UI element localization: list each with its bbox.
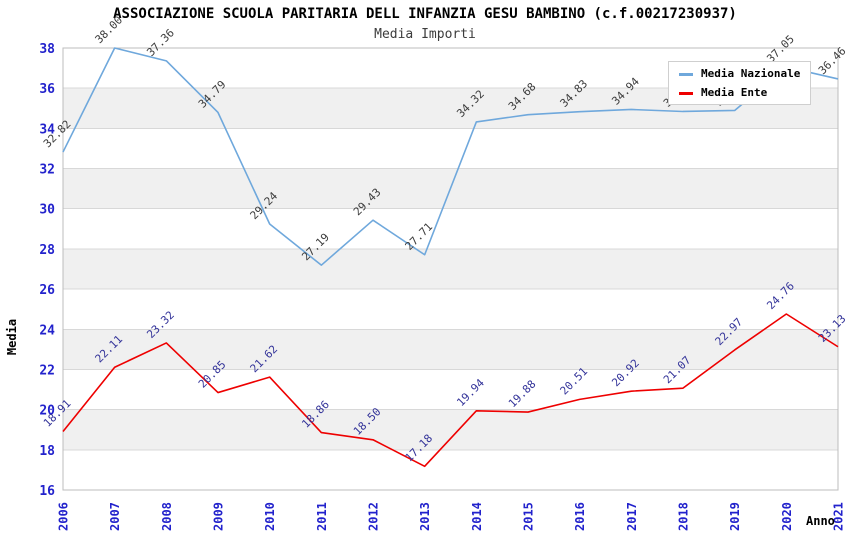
x-tick-label: 2018 bbox=[677, 502, 691, 531]
plot-border bbox=[62, 47, 839, 491]
y-tick-label: 22 bbox=[39, 363, 55, 378]
x-tick-label: 2011 bbox=[315, 502, 329, 531]
chart-subtitle: Media Importi bbox=[374, 27, 476, 42]
grid-band bbox=[63, 329, 838, 370]
data-label: 38.00 bbox=[93, 14, 126, 47]
grid-band bbox=[63, 248, 838, 290]
x-tick-label: 2014 bbox=[470, 502, 484, 531]
y-tick-label: 16 bbox=[39, 484, 55, 499]
y-tick-label: 36 bbox=[39, 82, 55, 97]
media-nazionale-line bbox=[62, 47, 839, 266]
x-tick-label: 2007 bbox=[108, 502, 122, 531]
grid-bands bbox=[63, 88, 838, 450]
x-tick-label: 2017 bbox=[625, 502, 639, 531]
legend-item-media-ente: Media Ente bbox=[679, 86, 800, 100]
x-tick-label: 2009 bbox=[212, 502, 226, 531]
media-ente-swatch-icon bbox=[679, 91, 693, 95]
y-tick-label: 38 bbox=[39, 42, 55, 57]
y-tick-label: 20 bbox=[39, 404, 55, 419]
x-tick-label: 2006 bbox=[57, 502, 71, 531]
y-tick-labels: 16 18 20 22 24 26 28 30 32 34 36 38 bbox=[39, 42, 55, 499]
grid-band bbox=[63, 409, 838, 450]
chart-title: ASSOCIAZIONE SCUOLA PARITARIA DELL INFAN… bbox=[113, 6, 737, 22]
x-tick-label: 2013 bbox=[418, 502, 432, 531]
y-tick-label: 18 bbox=[39, 444, 55, 459]
x-tick-label: 2010 bbox=[263, 502, 277, 531]
y-tick-label: 24 bbox=[39, 323, 55, 338]
x-tick-labels: 2006 2007 2008 2009 2010 2011 2012 2013 2014 2015… bbox=[57, 502, 846, 531]
y-axis-title: Media bbox=[5, 318, 19, 356]
data-label: 19.94 bbox=[454, 376, 487, 409]
x-tick-label: 2019 bbox=[728, 502, 742, 531]
x-tick-label: 2015 bbox=[522, 502, 536, 531]
data-label: 37.36 bbox=[144, 26, 177, 59]
y-tick-label: 34 bbox=[39, 122, 55, 137]
x-tick-label: 2016 bbox=[573, 502, 587, 531]
x-tick-label: 2020 bbox=[780, 502, 794, 531]
media-ente-line bbox=[62, 313, 839, 468]
data-label: 19.88 bbox=[506, 378, 539, 411]
y-tick-label: 28 bbox=[39, 243, 55, 258]
x-axis-title: Anno bbox=[806, 514, 835, 528]
legend-label: Media Ente bbox=[701, 86, 768, 99]
x-tick-label: 2008 bbox=[160, 502, 174, 531]
legend: Media Nazionale Media Ente bbox=[668, 61, 812, 105]
y-tick-label: 30 bbox=[39, 203, 55, 218]
data-label: 36.46 bbox=[816, 44, 849, 77]
x-tick-label: 2021 bbox=[832, 502, 846, 531]
y-tick-label: 26 bbox=[39, 283, 55, 298]
y-tick-label: 32 bbox=[39, 163, 55, 178]
x-tick-label: 2012 bbox=[367, 502, 381, 531]
media-nazionale-swatch-icon bbox=[679, 72, 693, 76]
legend-label: Media Nazionale bbox=[701, 67, 801, 80]
data-label: 27.71 bbox=[403, 220, 436, 253]
legend-item-media-nazionale: Media Nazionale bbox=[679, 67, 800, 81]
